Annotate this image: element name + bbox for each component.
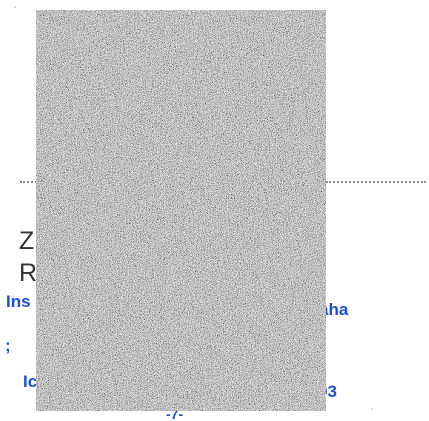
noise-image-overlay [36,10,326,411]
link-fragment-ins[interactable]: Ins [6,292,31,311]
link-fragment-aha[interactable]: aha [319,300,349,319]
text-fragment-r: R [19,259,38,287]
dotted-divider-left [20,181,40,183]
stray-speck [371,408,373,410]
stray-speck [14,6,16,8]
text-fragment-z: Z [19,227,35,255]
link-fragment-semicolon[interactable]: ; [5,336,11,355]
noise-texture [36,10,326,411]
link-fragment-ic[interactable]: Ic [23,372,38,391]
dotted-divider-right [326,181,426,183]
